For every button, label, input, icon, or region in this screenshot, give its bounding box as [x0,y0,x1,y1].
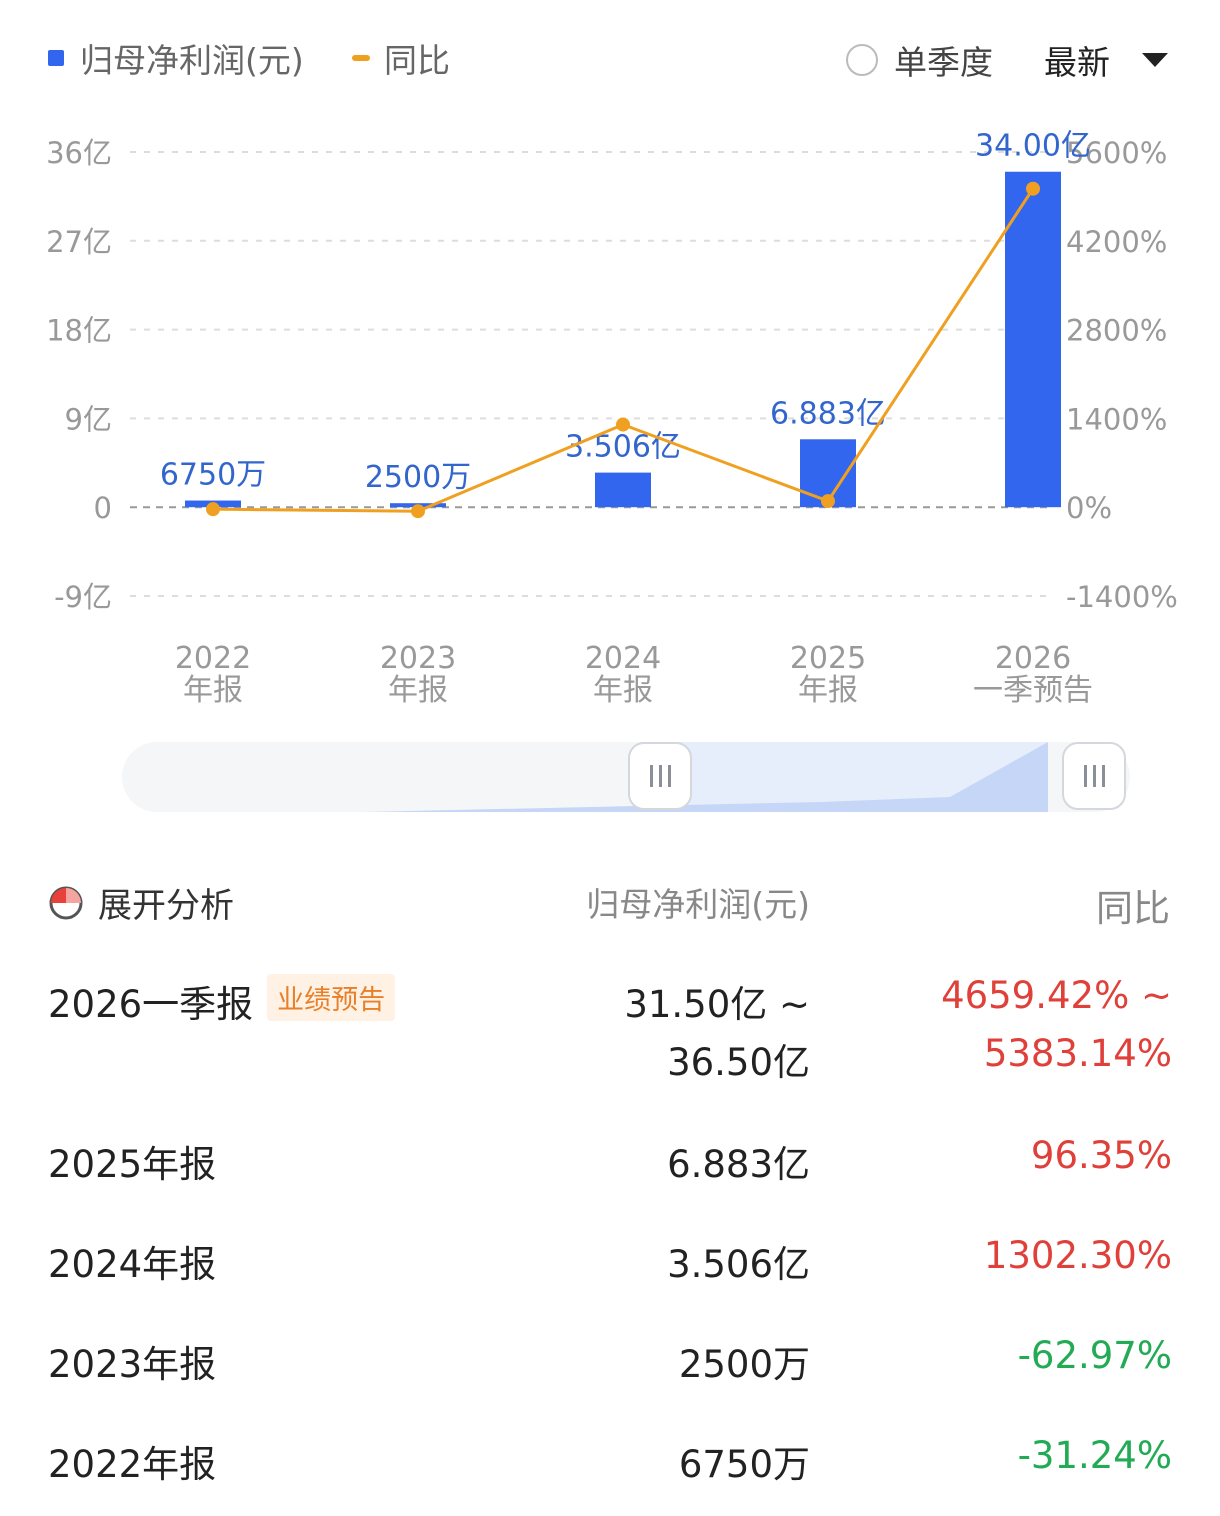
period-label: 2025年报 [48,1143,217,1186]
y-right-tick-label: 0% [1066,491,1112,525]
x-category-label: 年报 [388,673,448,708]
bar-data-label: 6750万 [160,458,266,493]
slider-left-handle[interactable] [628,742,692,810]
bar-data-label: 2500万 [365,460,471,495]
x-category-label: 2025 [790,641,866,676]
slider-right-handle[interactable] [1062,742,1126,810]
period-cell: 2026一季报 业绩预告 [48,974,396,1028]
period-label: 2024年报 [48,1243,217,1286]
radio-circle-icon[interactable] [846,44,878,76]
net-profit-value: 2500万 [678,1343,810,1386]
x-category-label: 2022 [175,641,251,676]
yoy-value: -62.97% [1017,1334,1172,1377]
yoy-value: -31.24% [1017,1434,1172,1477]
bar-data-label: 6.883亿 [770,396,886,431]
grip-icon [649,765,671,787]
yoy-point [821,494,835,509]
caret-down-icon [1142,53,1168,67]
legend-yoy[interactable]: 同比 [352,34,450,82]
x-category-label: 年报 [183,673,243,708]
y-left-tick-label: 0 [94,491,112,525]
grip-icon [1083,765,1105,787]
net-profit-value: 6750万 [678,1443,810,1486]
yoy-point [616,417,630,432]
bar [1005,171,1061,508]
chart-legend-bar: 归母净利润(元) 同比 单季度 最新 [0,0,1220,110]
legend-yoy-label: 同比 [384,41,450,80]
range-slider[interactable] [122,742,1130,812]
y-right-tick-label: -1400% [1066,580,1178,614]
y-left-tick-label: 9亿 [65,402,112,436]
legend-net-label: 归母净利润(元) [80,41,304,80]
y-right-tick-label: 5600% [1066,136,1167,170]
net-profit-value: 3.506亿 [667,1243,810,1286]
x-category-label: 2023 [380,641,456,676]
legend-net-profit[interactable]: 归母净利润(元) [48,34,304,82]
bar [595,472,651,508]
column-header-yoy: 同比 [1096,887,1170,930]
net-profit-value: 6.883亿 [667,1143,810,1186]
x-category-label: 年报 [798,673,858,708]
yoy-value: 96.35% [1030,1134,1172,1177]
period-label: 2026一季报 [48,983,254,1026]
net-profit-chart: 36亿 27亿 18亿 9亿 0 -9亿 5600% 4200% 2800% 1400% 0% -14… [46,129,1178,708]
x-category-label: 一季预告 [973,673,1093,708]
expand-analysis-button[interactable]: 展开分析 [48,878,234,927]
y-right-tick-label: 2800% [1066,314,1167,348]
bar-data-label: 3.506亿 [565,430,681,465]
yoy-value: 4659.42% ~ [941,974,1172,1017]
bar-data-label: 34.00亿 [975,129,1091,164]
yoy-value: 1302.30% [983,1234,1172,1277]
x-category-label: 2026 [995,641,1071,676]
column-header-net-profit: 归母净利润(元) [586,885,810,924]
x-category-label: 年报 [593,673,653,708]
single-quarter-label: 单季度 [894,43,993,82]
period-label: 2023年报 [48,1343,217,1386]
slider-preview [362,742,1048,812]
y-left-tick-label: 27亿 [46,225,112,259]
y-left-tick-label: -9亿 [54,580,112,614]
y-right-tick-label: 4200% [1066,225,1167,259]
period-dropdown-label: 最新 [1044,43,1110,82]
bar-swatch-icon [48,50,64,66]
net-profit-value: 31.50亿 ~ [624,983,810,1026]
line-swatch-icon [352,55,370,61]
yoy-value: 5383.14% [983,1032,1172,1075]
forecast-badge: 业绩预告 [267,974,396,1021]
yoy-point [206,502,220,517]
expand-analysis-label: 展开分析 [98,886,234,926]
pie-chart-icon [49,886,83,919]
single-quarter-toggle[interactable]: 单季度 [846,36,993,84]
yoy-point [1026,181,1040,196]
yoy-point [411,504,425,519]
slider-preview-area [362,742,1048,812]
x-category-label: 2024 [585,641,661,676]
y-left-tick-label: 18亿 [46,314,112,348]
period-dropdown[interactable]: 最新 [1044,36,1168,84]
y-left-tick-label: 36亿 [46,136,112,170]
period-label: 2022年报 [48,1443,217,1486]
analysis-table-header: 展开分析 归母净利润(元) 同比 [0,862,1220,934]
net-profit-value: 36.50亿 [667,1041,810,1084]
y-right-tick-label: 1400% [1066,402,1167,436]
